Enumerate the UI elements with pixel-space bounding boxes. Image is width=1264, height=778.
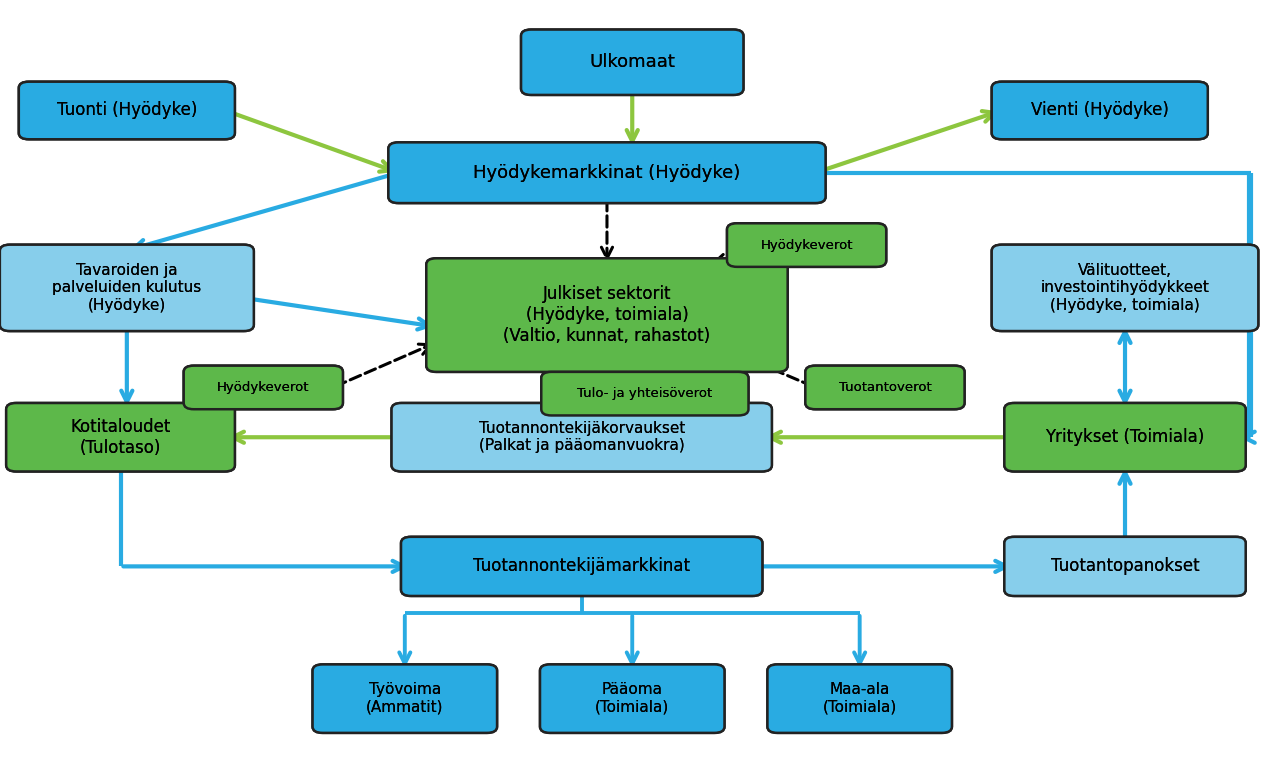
Text: Tuotannontekijäkorvaukset
(Palkat ja pääomanvuokra): Tuotannontekijäkorvaukset (Palkat ja pää… (479, 421, 685, 454)
FancyBboxPatch shape (992, 245, 1259, 331)
Text: Tuotannontekijämarkkinat: Tuotannontekijämarkkinat (473, 557, 690, 576)
FancyBboxPatch shape (521, 30, 743, 95)
Text: Ulkomaat: Ulkomaat (589, 53, 675, 72)
FancyBboxPatch shape (727, 223, 886, 267)
FancyBboxPatch shape (805, 366, 964, 409)
Text: Maa-ala
(Toimiala): Maa-ala (Toimiala) (823, 682, 896, 715)
FancyBboxPatch shape (312, 664, 497, 733)
Text: Tuonti (Hyödyke): Tuonti (Hyödyke) (57, 101, 197, 120)
FancyBboxPatch shape (541, 372, 748, 415)
Text: Välituotteet,
investointihyödykkeet
(Hyödyke, toimiala): Välituotteet, investointihyödykkeet (Hyö… (1040, 263, 1210, 313)
Text: Tulo- ja yhteisöverot: Tulo- ja yhteisöverot (578, 387, 713, 400)
FancyBboxPatch shape (401, 537, 762, 596)
Text: Tulo- ja yhteisöverot: Tulo- ja yhteisöverot (578, 387, 713, 400)
FancyBboxPatch shape (401, 537, 762, 596)
Text: Vienti (Hyödyke): Vienti (Hyödyke) (1031, 101, 1169, 120)
Text: Pääoma
(Toimiala): Pääoma (Toimiala) (595, 682, 670, 715)
FancyBboxPatch shape (767, 664, 952, 733)
FancyBboxPatch shape (992, 82, 1208, 139)
FancyBboxPatch shape (1005, 403, 1246, 471)
Text: Tuotannontekijämarkkinat: Tuotannontekijämarkkinat (473, 557, 690, 576)
FancyBboxPatch shape (426, 258, 787, 372)
FancyBboxPatch shape (6, 403, 235, 471)
Text: Tuotannontekijäkorvaukset
(Palkat ja pääomanvuokra): Tuotannontekijäkorvaukset (Palkat ja pää… (479, 421, 685, 454)
FancyBboxPatch shape (1005, 537, 1246, 596)
FancyBboxPatch shape (540, 664, 724, 733)
FancyBboxPatch shape (540, 664, 724, 733)
Text: Tuotantoverot: Tuotantoverot (838, 381, 932, 394)
FancyBboxPatch shape (19, 82, 235, 139)
Text: Hyödykeverot: Hyödykeverot (217, 381, 310, 394)
Text: Tuonti (Hyödyke): Tuonti (Hyödyke) (57, 101, 197, 120)
Text: Välituotteet,
investointihyödykkeet
(Hyödyke, toimiala): Välituotteet, investointihyödykkeet (Hyö… (1040, 263, 1210, 313)
FancyBboxPatch shape (183, 366, 343, 409)
Text: Ulkomaat: Ulkomaat (589, 53, 675, 72)
FancyBboxPatch shape (6, 403, 235, 471)
FancyBboxPatch shape (767, 664, 952, 733)
FancyBboxPatch shape (521, 30, 743, 95)
Text: Yritykset (Toimiala): Yritykset (Toimiala) (1045, 428, 1205, 447)
Text: Yritykset (Toimiala): Yritykset (Toimiala) (1045, 428, 1205, 447)
FancyBboxPatch shape (1005, 403, 1246, 471)
FancyBboxPatch shape (392, 403, 772, 471)
FancyBboxPatch shape (392, 403, 772, 471)
FancyBboxPatch shape (0, 245, 254, 331)
FancyBboxPatch shape (1005, 537, 1246, 596)
Text: Kotitaloudet
(Tulotaso): Kotitaloudet (Tulotaso) (71, 418, 171, 457)
FancyBboxPatch shape (992, 245, 1259, 331)
Text: Tuotantoverot: Tuotantoverot (838, 381, 932, 394)
Text: Hyödykeverot: Hyödykeverot (761, 239, 853, 251)
FancyBboxPatch shape (388, 142, 825, 203)
FancyBboxPatch shape (541, 372, 748, 415)
Text: Kotitaloudet
(Tulotaso): Kotitaloudet (Tulotaso) (71, 418, 171, 457)
FancyBboxPatch shape (426, 258, 787, 372)
FancyBboxPatch shape (312, 664, 497, 733)
Text: Työvoima
(Ammatit): Työvoima (Ammatit) (367, 682, 444, 715)
Text: Vienti (Hyödyke): Vienti (Hyödyke) (1031, 101, 1169, 120)
FancyBboxPatch shape (388, 142, 825, 203)
FancyBboxPatch shape (805, 366, 964, 409)
Text: Tavaroiden ja
palveluiden kulutus
(Hyödyke): Tavaroiden ja palveluiden kulutus (Hyödy… (52, 263, 201, 313)
Text: Maa-ala
(Toimiala): Maa-ala (Toimiala) (823, 682, 896, 715)
FancyBboxPatch shape (0, 245, 254, 331)
Text: Pääoma
(Toimiala): Pääoma (Toimiala) (595, 682, 670, 715)
Text: Hyödykemarkkinat (Hyödyke): Hyödykemarkkinat (Hyödyke) (473, 163, 741, 182)
Text: Julkiset sektorit
(Hyödyke, toimiala)
(Valtio, kunnat, rahastot): Julkiset sektorit (Hyödyke, toimiala) (V… (503, 286, 710, 345)
Text: Hyödykeverot: Hyödykeverot (217, 381, 310, 394)
FancyBboxPatch shape (992, 82, 1208, 139)
FancyBboxPatch shape (183, 366, 343, 409)
FancyBboxPatch shape (727, 223, 886, 267)
Text: Tavaroiden ja
palveluiden kulutus
(Hyödyke): Tavaroiden ja palveluiden kulutus (Hyödy… (52, 263, 201, 313)
Text: Työvoima
(Ammatit): Työvoima (Ammatit) (367, 682, 444, 715)
Text: Tuotantopanokset: Tuotantopanokset (1050, 557, 1200, 576)
FancyBboxPatch shape (19, 82, 235, 139)
Text: Julkiset sektorit
(Hyödyke, toimiala)
(Valtio, kunnat, rahastot): Julkiset sektorit (Hyödyke, toimiala) (V… (503, 286, 710, 345)
Text: Hyödykemarkkinat (Hyödyke): Hyödykemarkkinat (Hyödyke) (473, 163, 741, 182)
Text: Tuotantopanokset: Tuotantopanokset (1050, 557, 1200, 576)
Text: Hyödykeverot: Hyödykeverot (761, 239, 853, 251)
